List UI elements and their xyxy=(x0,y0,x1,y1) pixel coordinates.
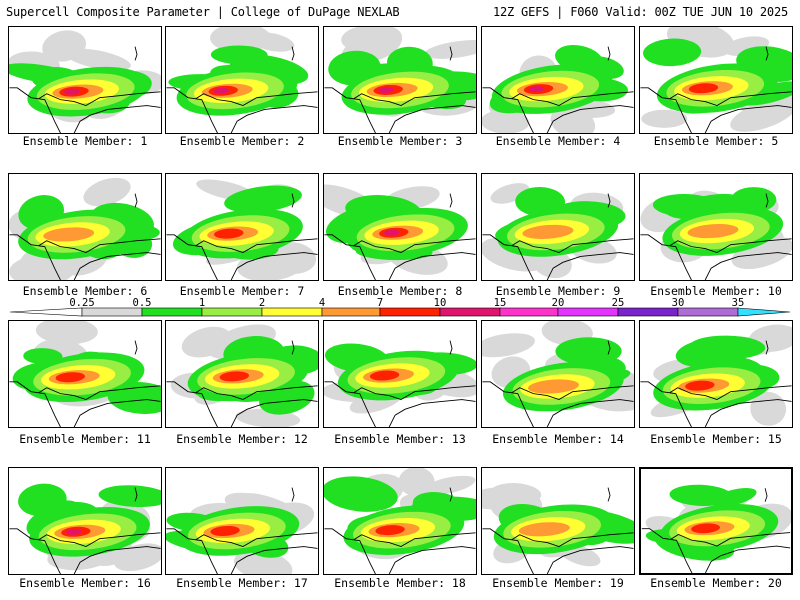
color-scale-segment xyxy=(201,307,263,317)
color-scale-tick-label: 25 xyxy=(611,297,625,309)
color-scale-tick-label: 15 xyxy=(493,297,507,309)
color-scale-tick-label: 4 xyxy=(318,297,326,309)
color-scale-tick-label: 30 xyxy=(671,297,685,309)
ensemble-member-map xyxy=(165,173,319,281)
ensemble-member-label: Ensemble Member: 5 xyxy=(653,134,779,148)
ensemble-member-label: Ensemble Member: 15 xyxy=(650,432,782,446)
color-scale-segment xyxy=(557,307,619,317)
ensemble-member-label: Ensemble Member: 18 xyxy=(334,576,466,590)
color-scale-segment xyxy=(261,307,323,317)
ensemble-member-label: Ensemble Member: 17 xyxy=(176,576,308,590)
ensemble-member-label: Ensemble Member: 20 xyxy=(650,576,782,590)
ensemble-member-label: Ensemble Member: 13 xyxy=(334,432,466,446)
color-scale-segment xyxy=(439,307,501,317)
ensemble-member-label: Ensemble Member: 14 xyxy=(492,432,624,446)
ensemble-member-label: Ensemble Member: 16 xyxy=(19,576,151,590)
color-scale-tick-label: 10 xyxy=(433,297,447,309)
ensemble-member-map xyxy=(323,26,477,134)
ensemble-member-label: Ensemble Member: 12 xyxy=(176,432,308,446)
color-scale-segment xyxy=(677,307,739,317)
color-scale-segment xyxy=(617,307,679,317)
ensemble-member-map xyxy=(639,320,793,428)
ensemble-member-map xyxy=(481,320,635,428)
color-scale-tick-label: 2 xyxy=(258,297,266,309)
ensemble-member-map xyxy=(165,320,319,428)
ensemble-member-map xyxy=(8,173,162,281)
color-scale-segment xyxy=(141,307,203,317)
ensemble-member-map xyxy=(639,26,793,134)
ensemble-member-label: Ensemble Member: 10 xyxy=(650,284,782,298)
map-title: Supercell Composite Parameter | College … xyxy=(6,5,400,19)
color-scale-tick-label: 20 xyxy=(551,297,565,309)
ensemble-member-label: Ensemble Member: 1 xyxy=(22,134,148,148)
ensemble-member-label: Ensemble Member: 6 xyxy=(22,284,148,298)
ensemble-member-label: Ensemble Member: 11 xyxy=(19,432,151,446)
ensemble-member-map xyxy=(8,467,162,575)
ensemble-member-map xyxy=(8,320,162,428)
ensemble-member-map xyxy=(323,467,477,575)
ensemble-member-label: Ensemble Member: 9 xyxy=(495,284,621,298)
valid-time: 12Z GEFS | F060 Valid: 00Z TUE JUN 10 20… xyxy=(492,5,788,19)
color-scale-tick-label: 7 xyxy=(376,297,384,309)
color-scale-bar xyxy=(10,307,790,317)
color-scale-segment xyxy=(81,307,143,317)
color-scale-segment xyxy=(321,307,381,317)
ensemble-member-map xyxy=(165,26,319,134)
ensemble-member-label: Ensemble Member: 3 xyxy=(337,134,463,148)
color-scale-tick-label: 0.25 xyxy=(69,297,95,309)
color-scale-max-arrow xyxy=(737,307,790,317)
ensemble-member-label: Ensemble Member: 7 xyxy=(179,284,305,298)
ensemble-member-label: Ensemble Member: 19 xyxy=(492,576,624,590)
color-scale-segment xyxy=(499,307,559,317)
ensemble-member-map xyxy=(323,320,477,428)
color-scale-tick-label: 0.5 xyxy=(132,297,152,309)
ensemble-member-map xyxy=(639,467,793,575)
ensemble-member-map xyxy=(481,26,635,134)
ensemble-member-label: Ensemble Member: 4 xyxy=(495,134,621,148)
color-scale-tick-label: 1 xyxy=(198,297,206,309)
color-scale-min-arrow xyxy=(10,307,83,317)
ensemble-member-map xyxy=(8,26,162,134)
ensemble-member-map xyxy=(481,467,635,575)
color-scale-tick-label: 35 xyxy=(731,297,745,309)
ensemble-member-label: Ensemble Member: 8 xyxy=(337,284,463,298)
ensemble-member-map xyxy=(639,173,793,281)
color-scale-segment xyxy=(379,307,441,317)
ensemble-member-label: Ensemble Member: 2 xyxy=(179,134,305,148)
ensemble-member-map xyxy=(165,467,319,575)
ensemble-member-map xyxy=(323,173,477,281)
ensemble-member-map xyxy=(481,173,635,281)
